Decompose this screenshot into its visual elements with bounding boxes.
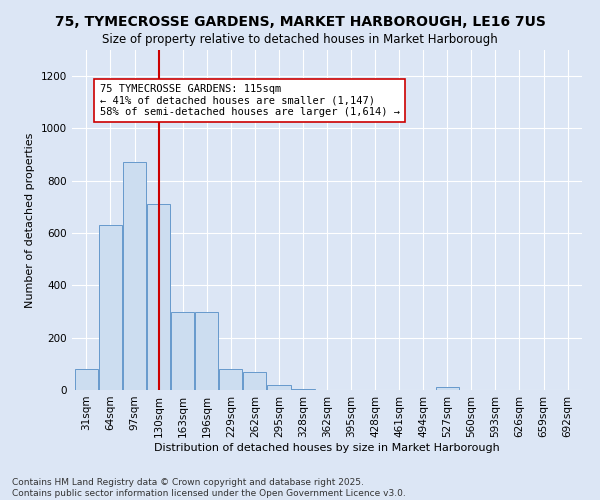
Bar — [243, 372, 266, 390]
Bar — [267, 385, 290, 390]
X-axis label: Distribution of detached houses by size in Market Harborough: Distribution of detached houses by size … — [154, 442, 500, 452]
Bar — [436, 388, 459, 390]
Bar — [195, 312, 218, 390]
Text: 75, TYMECROSSE GARDENS, MARKET HARBOROUGH, LE16 7US: 75, TYMECROSSE GARDENS, MARKET HARBOROUG… — [55, 15, 545, 29]
Bar — [75, 369, 98, 390]
Bar — [219, 369, 242, 390]
Bar — [99, 225, 122, 390]
Text: 75 TYMECROSSE GARDENS: 115sqm
← 41% of detached houses are smaller (1,147)
58% o: 75 TYMECROSSE GARDENS: 115sqm ← 41% of d… — [100, 84, 400, 117]
Y-axis label: Number of detached properties: Number of detached properties — [25, 132, 35, 308]
Bar — [147, 204, 170, 390]
Bar — [291, 388, 314, 390]
Text: Contains HM Land Registry data © Crown copyright and database right 2025.
Contai: Contains HM Land Registry data © Crown c… — [12, 478, 406, 498]
Bar — [123, 162, 146, 390]
Text: Size of property relative to detached houses in Market Harborough: Size of property relative to detached ho… — [102, 32, 498, 46]
Bar — [171, 312, 194, 390]
